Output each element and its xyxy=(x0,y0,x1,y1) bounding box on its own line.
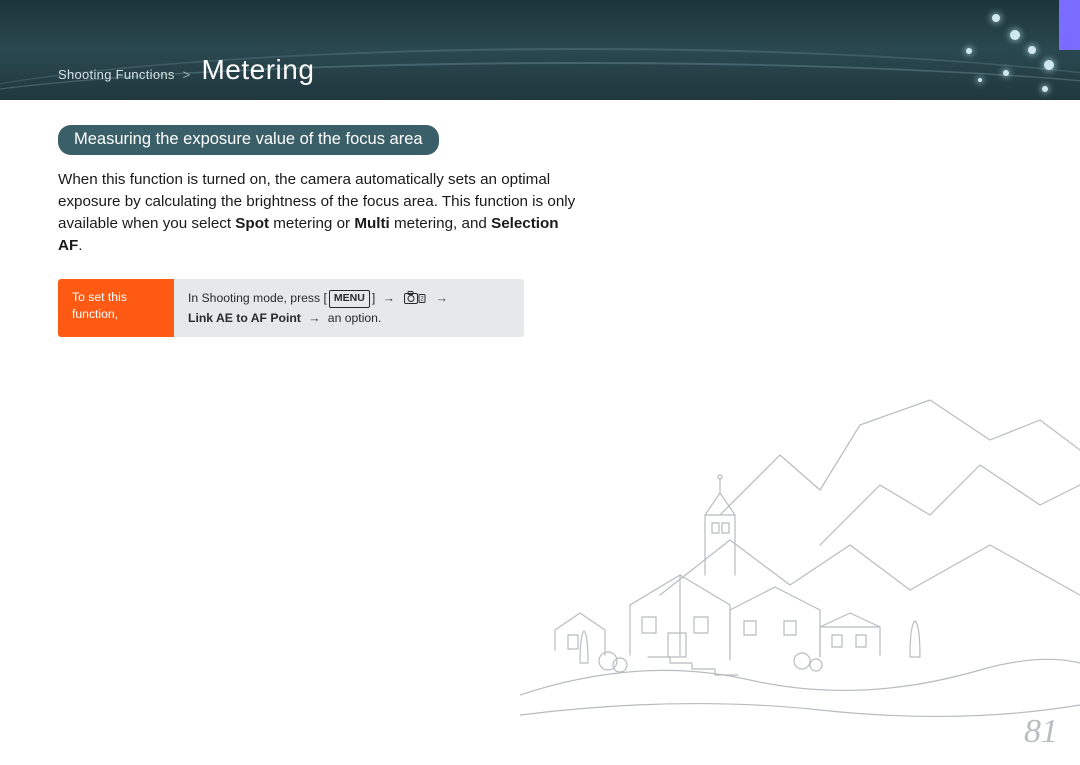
proc-text: In Shooting mode, press [ xyxy=(188,291,327,305)
body-text-bold: Multi xyxy=(354,215,389,232)
arrow-right-icon: → xyxy=(383,291,395,305)
body-text-bold: Spot xyxy=(235,215,269,232)
page-root: Shooting Functions > Metering Measuring … xyxy=(0,0,1080,765)
sparkle-icon xyxy=(992,14,1000,22)
breadcrumb-section: Shooting Functions xyxy=(58,67,175,82)
procedure-label: To set this function, xyxy=(58,279,174,337)
svg-text:2: 2 xyxy=(421,297,425,303)
section-heading-pill: Measuring the exposure value of the focu… xyxy=(58,125,439,155)
sparkle-icon xyxy=(1028,46,1036,54)
sparkle-icon xyxy=(978,78,982,82)
page-number: 81 xyxy=(1024,713,1058,751)
sparkle-icon xyxy=(1044,60,1054,70)
body-text-run: metering or xyxy=(269,215,354,232)
chevron-right-icon: > xyxy=(183,67,191,82)
proc-text-bold: Link AE to AF Point xyxy=(188,311,301,325)
menu-button-icon: MENU xyxy=(329,290,370,308)
body-text-run: metering, and xyxy=(390,215,491,232)
arrow-right-icon: → xyxy=(308,311,320,325)
body-text-run: . xyxy=(78,237,82,254)
proc-text: an option. xyxy=(324,311,381,325)
village-illustration xyxy=(520,395,1080,725)
body-paragraph: When this function is turned on, the cam… xyxy=(58,169,578,257)
proc-text: ] xyxy=(372,291,379,305)
procedure-steps: In Shooting mode, press [MENU] → 2 → Lin… xyxy=(174,279,524,337)
page-header: Shooting Functions > Metering xyxy=(0,0,1080,100)
sparkle-icon xyxy=(1003,70,1009,76)
main-content: Measuring the exposure value of the focu… xyxy=(58,125,578,337)
sparkle-icon xyxy=(1042,86,1048,92)
page-title: Metering xyxy=(201,54,314,85)
arrow-right-icon: → xyxy=(436,291,448,305)
side-tab-accent xyxy=(1059,0,1080,50)
breadcrumb: Shooting Functions > Metering xyxy=(58,54,314,86)
sparkle-icon xyxy=(966,48,972,54)
procedure-box: To set this function, In Shooting mode, … xyxy=(58,279,524,337)
camera-mode-icon: 2 xyxy=(404,291,426,304)
sparkle-icon xyxy=(1010,30,1020,40)
